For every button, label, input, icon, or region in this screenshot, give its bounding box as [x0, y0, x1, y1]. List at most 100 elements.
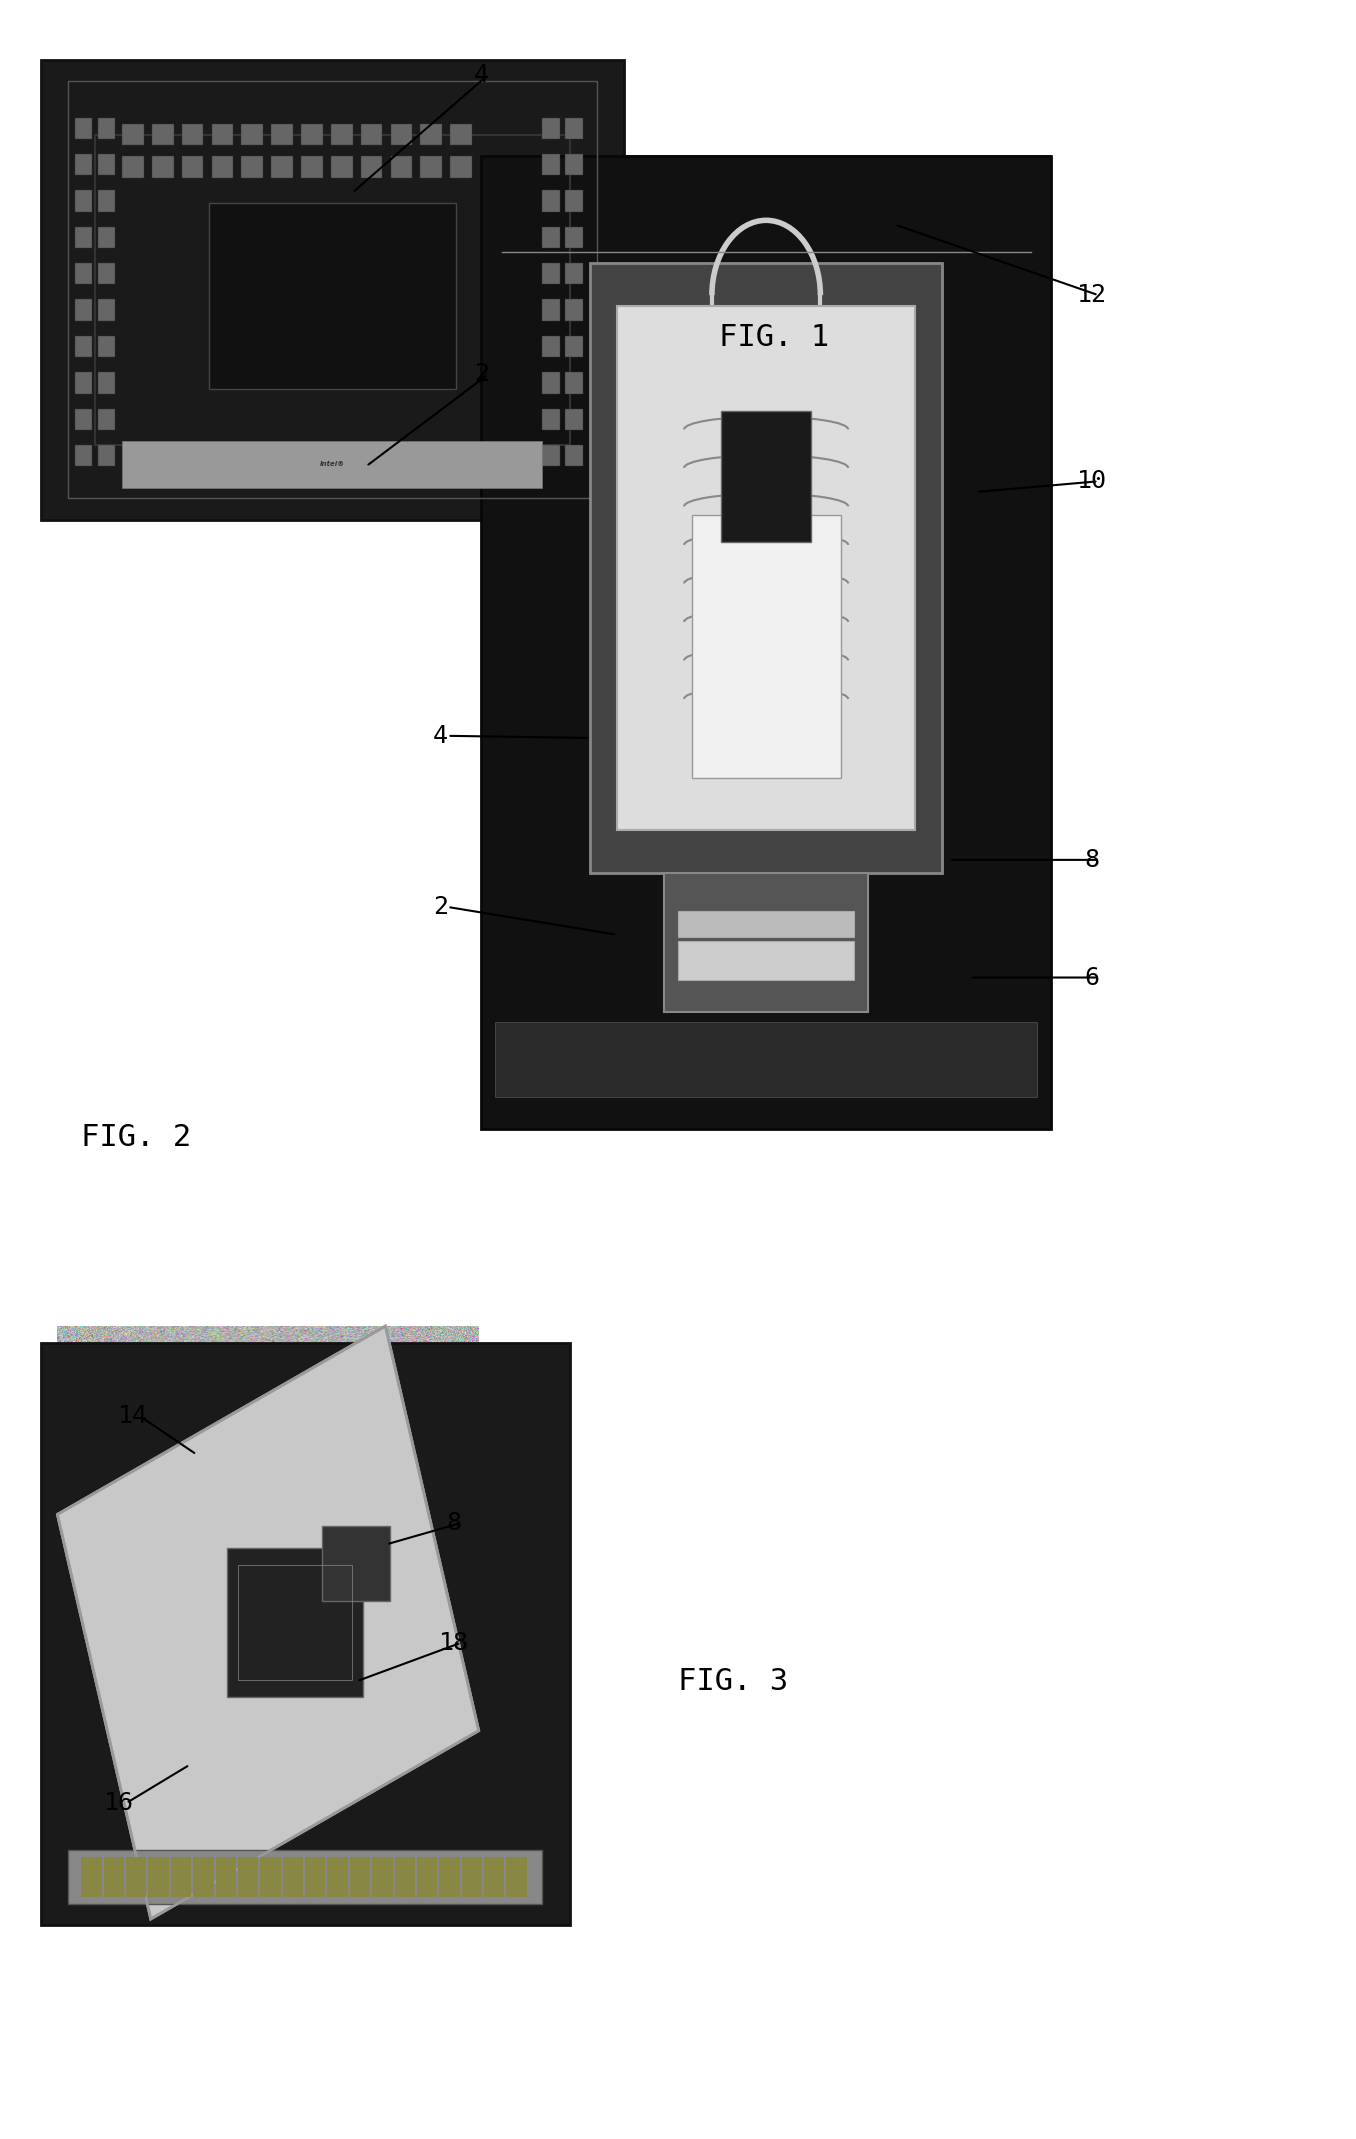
Bar	[542, 445, 560, 466]
Bar	[228, 1549, 363, 1698]
Bar	[664, 873, 868, 1012]
Polygon shape	[57, 1326, 479, 1919]
Bar	[590, 263, 942, 873]
Bar	[824, 381, 838, 434]
Bar	[565, 154, 583, 175]
Bar	[542, 118, 560, 139]
Bar	[239, 1857, 259, 1897]
Bar	[565, 118, 583, 139]
Bar	[805, 381, 819, 434]
Bar	[98, 372, 115, 394]
Bar	[98, 299, 115, 321]
Bar	[331, 124, 353, 145]
Bar	[711, 381, 724, 434]
Text: 14: 14	[118, 1403, 148, 1429]
Bar	[271, 124, 293, 145]
Bar	[361, 124, 382, 145]
Bar	[216, 1857, 236, 1897]
Bar	[75, 336, 92, 357]
Bar	[98, 227, 115, 248]
Bar	[212, 156, 233, 178]
Bar	[98, 409, 115, 430]
Bar	[767, 381, 781, 434]
Text: 4: 4	[473, 62, 490, 88]
Bar	[122, 124, 144, 145]
Bar	[542, 227, 560, 248]
Bar	[126, 1857, 146, 1897]
Bar	[350, 1857, 370, 1897]
Bar	[301, 156, 323, 178]
Bar	[328, 1857, 347, 1897]
Bar	[171, 1857, 191, 1897]
Bar	[565, 445, 583, 466]
Bar	[260, 1857, 281, 1897]
Bar	[749, 381, 762, 434]
Bar	[692, 515, 841, 779]
Bar	[98, 445, 115, 466]
Bar	[565, 409, 583, 430]
Bar	[98, 263, 115, 284]
Bar	[152, 156, 174, 178]
Bar	[391, 156, 412, 178]
Bar	[542, 299, 560, 321]
Text: FIG. 2: FIG. 2	[81, 1123, 191, 1153]
Bar	[542, 190, 560, 212]
Bar	[41, 1343, 570, 1925]
Bar	[542, 336, 560, 357]
Bar	[104, 1857, 125, 1897]
Bar	[721, 411, 811, 541]
Bar	[149, 1857, 170, 1897]
Bar	[182, 124, 203, 145]
Text: 12: 12	[1077, 282, 1106, 308]
Bar	[212, 124, 233, 145]
Bar	[323, 1527, 391, 1602]
Text: 2: 2	[473, 361, 490, 387]
Bar	[305, 1857, 325, 1897]
Bar	[565, 263, 583, 284]
Bar	[565, 227, 583, 248]
Bar	[75, 118, 92, 139]
Bar	[484, 1857, 504, 1897]
Bar	[241, 124, 263, 145]
Bar	[301, 124, 323, 145]
Bar	[98, 154, 115, 175]
Bar	[75, 372, 92, 394]
Bar	[730, 381, 743, 434]
Bar	[450, 156, 472, 178]
Text: 6: 6	[1083, 965, 1100, 990]
Bar	[565, 372, 583, 394]
Bar	[271, 156, 293, 178]
Bar	[75, 409, 92, 430]
Bar	[692, 381, 705, 434]
Bar	[122, 441, 542, 488]
Bar	[495, 1022, 1037, 1097]
Bar	[450, 124, 472, 145]
Bar	[678, 941, 854, 980]
Bar	[182, 156, 203, 178]
Bar	[152, 124, 174, 145]
Bar	[122, 156, 144, 178]
Text: 16: 16	[104, 1790, 134, 1816]
Bar	[617, 306, 915, 830]
Bar	[81, 1857, 102, 1897]
Bar	[786, 381, 800, 434]
Bar	[75, 154, 92, 175]
Bar	[685, 327, 848, 359]
Text: 10: 10	[1077, 468, 1106, 494]
Bar	[565, 190, 583, 212]
Bar	[542, 263, 560, 284]
Bar	[68, 1850, 542, 1904]
Bar	[98, 190, 115, 212]
Text: FIG. 1: FIG. 1	[719, 323, 829, 353]
Bar	[395, 1857, 415, 1897]
Bar	[241, 156, 263, 178]
Bar	[75, 299, 92, 321]
Bar	[420, 124, 442, 145]
Bar	[361, 156, 382, 178]
Text: 4: 4	[433, 723, 449, 749]
Bar	[239, 1566, 353, 1681]
Text: Intel®: Intel®	[320, 462, 344, 466]
Bar	[542, 372, 560, 394]
Bar	[75, 445, 92, 466]
Text: FIG. 3: FIG. 3	[678, 1666, 788, 1696]
